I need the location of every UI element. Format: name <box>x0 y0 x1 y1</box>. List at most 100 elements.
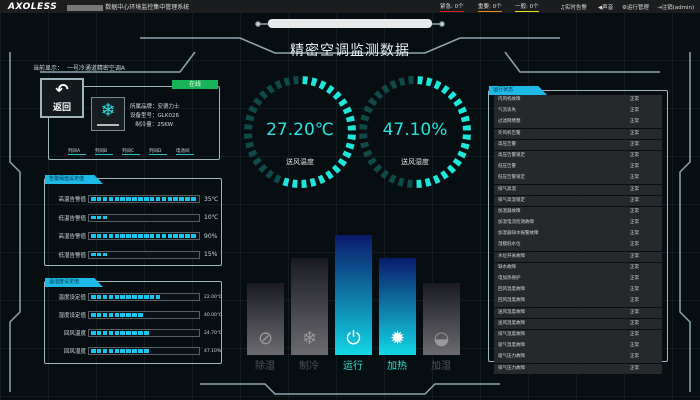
bar-segment <box>91 331 96 335</box>
status-value: 正常 <box>630 242 639 248</box>
bar-segment <box>102 234 108 238</box>
tag[interactable]: 列间C <box>122 148 140 155</box>
status-name: 电加热保护 <box>498 276 521 281</box>
row-value: 90% <box>204 232 218 240</box>
status-row: 排气温度故障 正常 <box>494 329 662 341</box>
row-label: 回风温度 <box>63 331 86 337</box>
setting-row: 温度设定值 22.00℃ <box>44 293 228 301</box>
gauge-segment <box>291 179 298 188</box>
top-bar: AXOLESS 数据中心环境监控集中管理系统 紧急: 0个 重要: 0个 一般:… <box>0 0 700 13</box>
temp-panel-title: 温湿度设定值 <box>45 278 103 287</box>
status-name: 低压告警 <box>498 164 516 170</box>
gauge-segment <box>373 163 383 174</box>
gauge-segment <box>406 179 413 188</box>
gauge-segment <box>462 134 471 141</box>
important-alarm-count[interactable]: 重要: 0个 <box>478 4 502 12</box>
status-name: 排气压力故障 <box>498 365 525 371</box>
setting-row: 高温告警值 35℃ <box>44 195 228 203</box>
bar-segment <box>108 313 114 317</box>
gauge-segment <box>247 149 258 158</box>
logout-link[interactable]: ⇥注销(admin) <box>657 5 695 11</box>
status-value: 正常 <box>630 164 639 170</box>
gauge-segment <box>252 157 262 166</box>
status-value: 正常 <box>630 354 639 360</box>
tag[interactable]: 列间A <box>68 148 86 155</box>
gauge-segment <box>266 84 275 94</box>
status-name: 水位开关故障 <box>498 253 525 259</box>
status-name: 高压告警锁定 <box>498 152 525 158</box>
droplet-icon: ◒ <box>433 328 450 349</box>
mode-2-button[interactable]: ⏻ <box>335 235 372 355</box>
gauge-segment <box>381 84 390 94</box>
alarm-panel-title: 告警阈值设定值 <box>45 175 103 184</box>
gauge-segment <box>380 169 389 180</box>
bar-segment <box>161 234 167 238</box>
gauge-segment <box>301 179 307 188</box>
status-row: 加湿电流检测故障 正常 <box>494 218 662 229</box>
row-label: 高湿告警值 <box>58 234 86 240</box>
bar-segment <box>167 197 173 201</box>
location-tags: 列间A 列间B 列间C 列间D 电池间 <box>68 148 194 155</box>
bar-segment <box>96 295 102 299</box>
row-label: 回风湿度 <box>63 349 86 355</box>
bar-segment <box>126 234 131 238</box>
tag[interactable]: 列间B <box>95 148 113 155</box>
status-row: 低压告警 正常 <box>494 162 662 173</box>
bar-segment <box>191 234 196 238</box>
setting-row: 湿度设定值 40.00℃ <box>44 311 228 319</box>
sound-toggle[interactable]: ◀声音 <box>598 5 614 11</box>
mode-4-button[interactable]: ◒ <box>423 283 460 355</box>
gauge-segment <box>258 90 269 100</box>
tag[interactable]: 电池间 <box>176 148 194 155</box>
status-row: 外风机告警 正常 <box>494 128 662 140</box>
mode-3-button[interactable]: ✹ <box>379 258 416 355</box>
page-title: 精密空调监测数据 <box>290 43 410 59</box>
bar-segment <box>91 215 96 220</box>
status-value: 正常 <box>630 208 639 214</box>
gauge-segment <box>446 164 457 174</box>
gauge-segment <box>417 76 424 85</box>
temp-setting-panel <box>44 281 222 364</box>
status-name: 排气温度故障 <box>498 331 525 337</box>
urgent-alarm-count[interactable]: 紧急: 0个 <box>440 4 464 12</box>
status-name: 排气高温锁定 <box>498 197 525 203</box>
gauge-segment <box>342 106 353 115</box>
system-name: 数据中心环境监控集中管理系统 <box>67 2 189 11</box>
general-alarm-count[interactable]: 一般: 0个 <box>515 4 539 12</box>
gauge-segment <box>302 76 309 85</box>
status-name: 送风湿度故障 <box>498 320 525 326</box>
bar-segment <box>102 252 108 257</box>
status-value: 正常 <box>630 130 639 136</box>
device-panel <box>48 86 220 160</box>
status-value: 正常 <box>630 175 639 181</box>
operation-management-link[interactable]: ⚙运行管理 <box>622 5 649 11</box>
tag[interactable]: 列间D <box>149 148 167 155</box>
bar-segment <box>126 331 131 335</box>
status-row: 水位开关故障 正常 <box>494 251 662 263</box>
sun-icon: ✹ <box>389 328 406 349</box>
bar-segment <box>114 234 120 238</box>
gauge-segment <box>309 177 317 187</box>
bar-segment <box>191 197 196 201</box>
bar-segment <box>108 295 114 299</box>
current-display: 当前显示： 一号冷通道精密空调A <box>33 65 125 72</box>
row-value: 40.00℃ <box>204 312 222 318</box>
gauge-segment <box>342 150 352 159</box>
gauge-segment <box>360 114 370 122</box>
mode-0-button[interactable]: ⊘ <box>247 283 284 355</box>
status-row: 加湿器缺水报警故障 正常 <box>494 229 662 240</box>
gauge-segment <box>245 114 255 122</box>
status-list[interactable]: 内风机故障 正常 气流丢失 正常 过滤网堵塞 正常 外风机告警 正常 高压告警 正常 高压告警锁定正… <box>494 95 662 375</box>
mode-1-button[interactable]: ❄ <box>291 258 328 355</box>
status-name: 加湿器缺水报警故障 <box>498 231 539 237</box>
realtime-alarm-link[interactable]: ♫实时告警 <box>560 5 587 11</box>
status-row: 电加热保护 正常 <box>494 274 662 285</box>
status-name: 外风机告警 <box>498 130 521 136</box>
bar-segment <box>149 197 155 201</box>
status-row: 高压告警锁定 正常 <box>494 150 662 162</box>
row-label: 温度设定值 <box>58 295 86 301</box>
status-name: 送风温度故障 <box>498 309 525 315</box>
bar-segment <box>108 331 114 335</box>
back-button[interactable]: ↶ 返回 <box>40 78 84 118</box>
status-row: 吸气压力故障 正常 <box>494 352 662 363</box>
